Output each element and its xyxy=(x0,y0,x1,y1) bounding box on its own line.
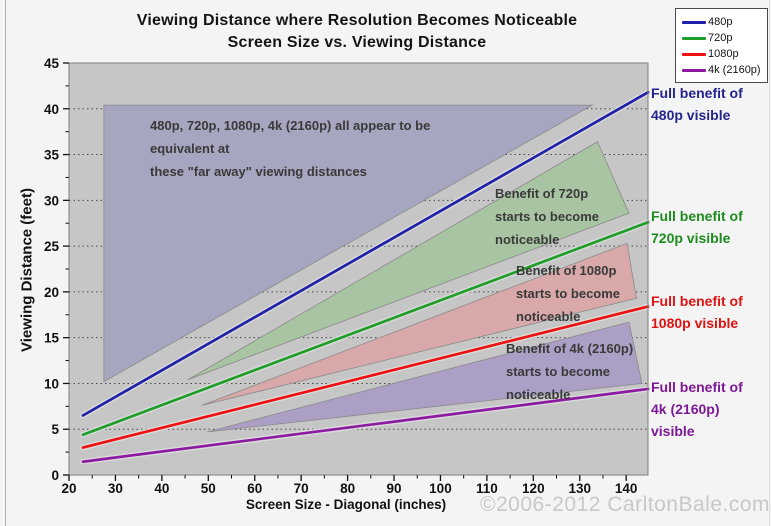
equivalent-region xyxy=(103,104,594,383)
chart-title-line2: Screen Size vs. Viewing Distance xyxy=(227,34,487,51)
y-tick-label-5: 5 xyxy=(51,422,59,437)
legend-label-4k: 4k (2160p) xyxy=(708,64,761,76)
legend-item-1080p: 1080p xyxy=(682,46,767,62)
legend-swatch-720p xyxy=(682,36,706,40)
x-tick-label-50: 50 xyxy=(201,481,216,496)
series-line-1080p xyxy=(81,305,650,449)
x-tick-label-100: 100 xyxy=(429,481,452,496)
annotation-1080p-benefit: Benefit of 1080p starts to become notice… xyxy=(516,263,621,324)
legend-label-720p: 720p xyxy=(708,32,733,44)
frame-line-right xyxy=(769,0,770,526)
x-tick-label-130: 130 xyxy=(568,481,591,496)
side-label-480p: Full benefit of 480p visible xyxy=(651,85,743,123)
1080p-benefit-region xyxy=(201,242,637,406)
720p-benefit-region xyxy=(187,141,630,381)
watermark: ©2006-2012 CarltonBale.com xyxy=(480,493,770,516)
legend-item-4k: 4k (2160p) xyxy=(682,62,767,78)
y-tick-label-10: 10 xyxy=(44,376,59,391)
chart-title-line1: Viewing Distance where Resolution Become… xyxy=(136,12,578,29)
x-tick-label-40: 40 xyxy=(154,481,169,496)
y-tick-label-20: 20 xyxy=(44,285,59,300)
y-tick-label-15: 15 xyxy=(44,331,60,346)
x-tick-label-60: 60 xyxy=(247,481,262,496)
annotation-equivalence: 480p, 720p, 1080p, 4k (2160p) all appear… xyxy=(150,118,431,179)
x-tick-label-140: 140 xyxy=(615,481,638,496)
legend-item-720p: 720p xyxy=(682,30,767,46)
x-tick-label-120: 120 xyxy=(522,481,545,496)
y-tick-label-40: 40 xyxy=(44,102,59,117)
legend-label-480p: 480p xyxy=(708,16,733,28)
series-line-480p xyxy=(81,90,650,417)
x-tick-label-20: 20 xyxy=(61,481,76,496)
side-label-4k: Full benefit of 4k (2160p) visible xyxy=(651,379,743,439)
y-tick-label-35: 35 xyxy=(44,148,60,163)
x-tick-label-70: 70 xyxy=(294,481,309,496)
side-label-1080p: Full benefit of 1080p visible xyxy=(651,293,743,331)
series-line-4k (2160p) xyxy=(81,387,650,464)
legend: 480p 720p 1080p 4k (2160p) xyxy=(675,8,768,83)
legend-swatch-480p xyxy=(682,20,706,24)
4k-benefit-region xyxy=(206,321,643,433)
y-tick-label-25: 25 xyxy=(44,239,60,254)
series-line-720p xyxy=(81,220,650,437)
x-tick-label-80: 80 xyxy=(340,481,355,496)
legend-swatch-4k xyxy=(682,68,706,72)
y-tick-label-45: 45 xyxy=(44,56,60,71)
legend-swatch-1080p xyxy=(682,52,706,56)
side-label-720p: Full benefit of 720p visible xyxy=(651,208,743,246)
x-tick-label-110: 110 xyxy=(476,481,498,496)
frame-line-left xyxy=(5,0,6,526)
legend-item-480p: 480p xyxy=(682,14,767,30)
y-tick-label-0: 0 xyxy=(51,468,59,483)
y-tick-label-30: 30 xyxy=(44,193,59,208)
annotation-4k-benefit: Benefit of 4k (2160p) starts to become n… xyxy=(506,341,634,402)
x-tick-label-90: 90 xyxy=(387,481,402,496)
legend-label-1080p: 1080p xyxy=(708,48,739,60)
x-tick-label-30: 30 xyxy=(108,481,123,496)
y-axis-title: Viewing Distance (feet) xyxy=(18,188,36,352)
x-axis-title: Screen Size - Diagonal (inches) xyxy=(245,497,447,512)
chart-title: Viewing Distance where Resolution Become… xyxy=(44,10,670,54)
annotation-720p-benefit: Benefit of 720p starts to become noticea… xyxy=(495,186,600,247)
